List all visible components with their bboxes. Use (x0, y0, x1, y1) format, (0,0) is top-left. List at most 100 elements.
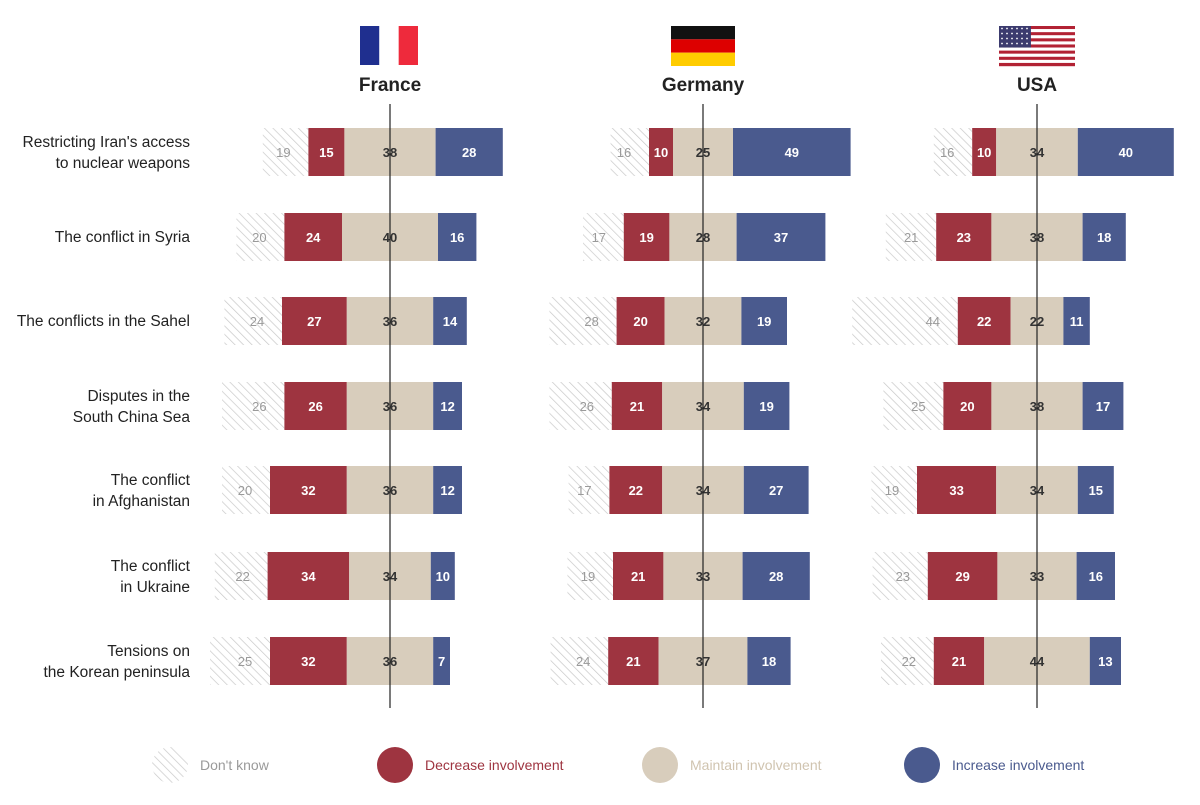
data-label-decrease: 21 (631, 569, 645, 584)
bar-increase (433, 466, 462, 514)
row-label: The conflict in Ukraine (111, 558, 191, 596)
flag-star (1026, 47, 1028, 50)
flag-stripe (999, 62, 1075, 67)
flag-star (1021, 32, 1023, 35)
flag-star (1001, 37, 1003, 40)
data-label-decrease: 21 (952, 654, 966, 669)
bar-increase (433, 637, 450, 685)
flag-stripe (999, 35, 1075, 39)
flag-stripe (671, 52, 735, 66)
row-label-line: in Afghanistan (93, 493, 190, 510)
row-label-line: The conflict (111, 558, 191, 575)
flag-star (1026, 32, 1028, 35)
row-label-line: Disputes in the (87, 388, 190, 405)
bar-decrease (284, 382, 347, 430)
bar-increase (743, 466, 809, 514)
bar-decrease (957, 297, 1011, 345)
bar-decrease (608, 637, 659, 685)
bar-dont-know (852, 297, 958, 345)
flag-star (1006, 32, 1008, 35)
bar-decrease (933, 637, 985, 685)
flag-canton (999, 26, 1031, 48)
bar-increase (433, 382, 462, 430)
bar-increase (1076, 552, 1115, 600)
data-label-increase: 49 (785, 145, 799, 160)
data-label-dont-know: 25 (911, 399, 925, 414)
data-label-increase: 19 (757, 314, 771, 329)
data-label-increase: 11 (1070, 314, 1084, 329)
data-label-increase: 19 (759, 399, 773, 414)
flag-star (1021, 37, 1023, 40)
legend-swatch (152, 747, 188, 783)
data-label-dont-know: 16 (940, 145, 954, 160)
data-label-decrease: 29 (955, 569, 969, 584)
country-title: Germany (662, 75, 745, 96)
flag-star (1021, 27, 1023, 30)
row-label-line: the Korean peninsula (43, 664, 190, 681)
data-label-increase: 13 (1098, 654, 1112, 669)
data-label-increase: 10 (436, 569, 450, 584)
data-label-dont-know: 19 (581, 569, 595, 584)
flag-star (1001, 32, 1003, 35)
bar-decrease (972, 128, 997, 176)
bar-decrease (616, 297, 665, 345)
data-label-decrease: 10 (977, 145, 991, 160)
row-label: Tensions on the Korean peninsula (43, 643, 190, 681)
flag-star (1006, 37, 1008, 40)
bar-increase (743, 382, 790, 430)
bar-dont-know (885, 213, 937, 261)
data-label-decrease: 33 (949, 483, 963, 498)
bar-dont-know (222, 382, 285, 430)
flag-stripe (398, 26, 418, 65)
data-label-dont-know: 21 (904, 230, 918, 245)
data-label-dont-know: 17 (592, 230, 606, 245)
flag-stripe (671, 39, 735, 53)
bar-dont-know (583, 213, 624, 261)
row-label-line: The conflict in Syria (55, 229, 191, 246)
flag-star (1011, 47, 1013, 50)
bar-increase (433, 297, 467, 345)
bar-decrease (308, 128, 345, 176)
flag-stripe (999, 56, 1075, 61)
flag-stripe (999, 59, 1075, 64)
data-label-dont-know: 22 (235, 569, 249, 584)
bar-increase (742, 552, 810, 600)
legend-label: Decrease involvement (425, 757, 564, 773)
data-label-dont-know: 24 (576, 654, 590, 669)
flag-star (1021, 47, 1023, 50)
data-label-decrease: 20 (960, 399, 974, 414)
bar-increase (1082, 382, 1124, 430)
data-label-decrease: 32 (301, 654, 315, 669)
bar-decrease (943, 382, 992, 430)
flag-star (1026, 42, 1028, 45)
flag-star (1016, 47, 1018, 50)
row-label-line: The conflicts in the Sahel (17, 313, 190, 330)
bar-decrease (613, 552, 664, 600)
data-label-increase: 12 (440, 399, 454, 414)
bar-dont-know (224, 297, 282, 345)
flag-star (1006, 42, 1008, 45)
data-label-dont-know: 28 (584, 314, 598, 329)
flag-star (1006, 47, 1008, 50)
bar-dont-know (567, 552, 613, 600)
bar-increase (1089, 637, 1121, 685)
bar-dont-know (214, 552, 268, 600)
row-label: Restricting Iran's access to nuclear weap… (23, 134, 191, 172)
bar-decrease (270, 637, 347, 685)
flag-stripe (671, 26, 735, 40)
flag-stripe (999, 53, 1075, 57)
bar-dont-know (872, 552, 928, 600)
flag-star (1026, 37, 1028, 40)
data-label-increase: 27 (769, 483, 783, 498)
data-label-increase: 40 (1119, 145, 1133, 160)
bar-dont-know (883, 382, 944, 430)
data-label-dont-know: 44 (926, 314, 940, 329)
legend-label: Maintain involvement (690, 757, 822, 773)
row-label-line: in Ukraine (120, 579, 190, 596)
bar-dont-know (549, 382, 612, 430)
country-title: USA (1017, 75, 1057, 96)
